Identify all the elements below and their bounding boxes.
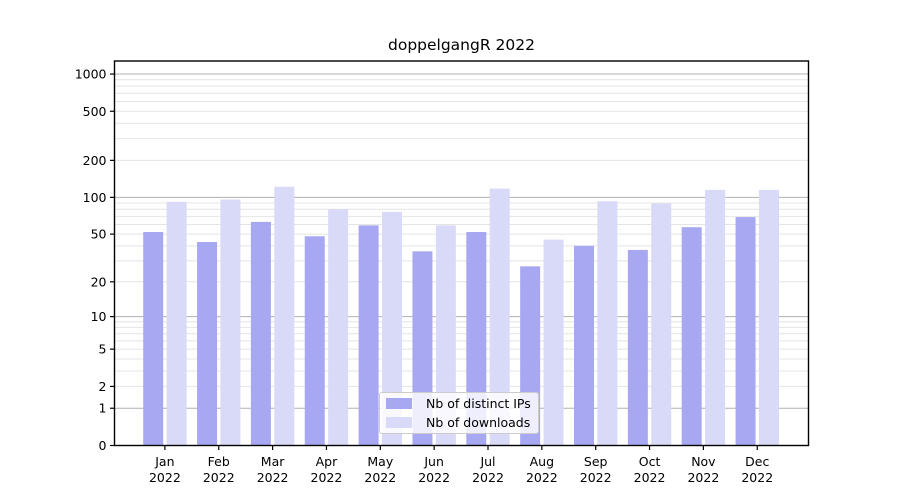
bar-downloads-jun <box>435 225 456 446</box>
legend-item-downloads: Nb of downloads <box>386 414 532 430</box>
y-tick-label-50: 50 <box>91 227 107 242</box>
bar-ips-nov <box>681 227 702 446</box>
legend-swatch-distinct-ips <box>386 398 412 409</box>
bar-downloads-oct <box>651 203 672 446</box>
x-tick-label-month-jun: Jun <box>423 454 444 469</box>
bar-ips-apr <box>304 236 325 446</box>
x-tick-label-month-dec: Dec <box>745 454 769 469</box>
y-tick-label-10: 10 <box>91 309 107 324</box>
x-tick-label-year-nov: 2022 <box>687 470 719 485</box>
legend-item-distinct-ips: Nb of distinct IPs <box>386 395 532 411</box>
x-tick-label-year-feb: 2022 <box>203 470 235 485</box>
legend: Nb of distinct IPs Nb of downloads <box>379 392 539 434</box>
bar-downloads-mar <box>274 186 295 446</box>
y-tick-label-100: 100 <box>83 190 107 205</box>
x-tick-label-month-may: May <box>367 454 393 469</box>
bar-downloads-jan <box>166 201 187 446</box>
y-tick-label-1: 1 <box>99 401 107 416</box>
x-tick-label-month-feb: Feb <box>208 454 230 469</box>
y-tick-label-0: 0 <box>99 438 107 453</box>
bar-downloads-sep <box>597 201 618 446</box>
plot-border <box>113 60 810 447</box>
legend-label-distinct-ips: Nb of distinct IPs <box>426 395 531 411</box>
bar-ips-dec <box>735 217 756 446</box>
bar-downloads-dec <box>758 189 779 446</box>
bar-downloads-feb <box>220 199 241 446</box>
x-tick-label-year-jan: 2022 <box>149 470 181 485</box>
bar-ips-mar <box>250 221 271 446</box>
y-tick-label-200: 200 <box>83 153 107 168</box>
x-tick-label-year-aug: 2022 <box>526 470 558 485</box>
y-tick-label-5: 5 <box>99 342 107 357</box>
x-tick-label-year-dec: 2022 <box>741 470 773 485</box>
x-tick-label-year-jul: 2022 <box>472 470 504 485</box>
x-tick-label-year-sep: 2022 <box>580 470 612 485</box>
x-tick-label-month-nov: Nov <box>691 454 716 469</box>
y-tick-label-500: 500 <box>83 104 107 119</box>
legend-swatch-downloads <box>386 417 412 428</box>
bar-downloads-jul <box>489 188 510 446</box>
bar-ips-jan <box>143 232 164 446</box>
bar-ips-sep <box>574 245 594 446</box>
bar-downloads-nov <box>705 189 726 446</box>
x-tick-label-month-aug: Aug <box>530 454 554 469</box>
x-tick-label-month-oct: Oct <box>639 454 661 469</box>
bar-ips-may <box>358 225 379 446</box>
x-tick-label-month-apr: Apr <box>316 454 338 469</box>
x-tick-label-month-jan: Jan <box>154 454 174 469</box>
y-tick-label-2: 2 <box>99 379 107 394</box>
y-tick-label-1000: 1000 <box>75 67 107 82</box>
bar-ips-feb <box>197 242 218 446</box>
x-tick-label-year-jun: 2022 <box>418 470 450 485</box>
x-tick-label-month-mar: Mar <box>261 454 285 469</box>
bar-downloads-may <box>382 211 402 446</box>
bar-downloads-apr <box>328 209 349 446</box>
x-tick-label-month-sep: Sep <box>584 454 608 469</box>
chart-title: doppelgangR 2022 <box>388 36 535 54</box>
legend-label-downloads: Nb of downloads <box>426 414 531 430</box>
x-tick-label-year-apr: 2022 <box>311 470 343 485</box>
x-tick-label-year-may: 2022 <box>364 470 396 485</box>
x-tick-label-month-jul: Jul <box>479 454 495 469</box>
x-tick-label-year-oct: 2022 <box>634 470 666 485</box>
x-tick-label-year-mar: 2022 <box>257 470 289 485</box>
bar-ips-oct <box>627 249 648 446</box>
y-tick-label-20: 20 <box>91 274 107 289</box>
bar-downloads-aug <box>543 239 564 446</box>
